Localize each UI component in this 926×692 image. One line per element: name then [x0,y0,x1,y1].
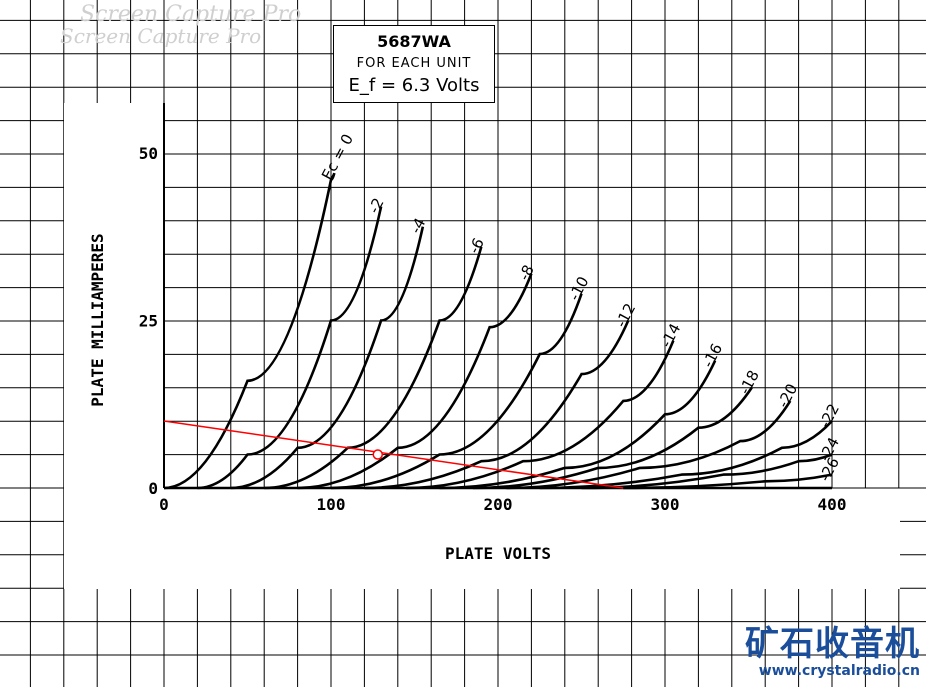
title-box: 5687WA FOR EACH UNIT E_f = 6.3 Volts [333,25,495,103]
y-tick-label: 0 [148,479,158,498]
x-tick-label: 400 [818,495,847,514]
logo-name: 矿石收音机 [745,624,920,664]
curve-minus-20 [506,400,792,490]
curve-minus-10 [330,293,583,490]
tick-labels: 0 100 200 300 400 0 25 50 [139,144,847,514]
unit-note: FOR EACH UNIT [356,56,472,71]
curve-minus-18 [472,386,753,490]
y-tick-label: 50 [139,144,158,163]
x-tick-label: 0 [159,495,169,514]
curve-minus-22 [539,420,833,490]
curve-minus-6 [264,246,483,490]
curve-minus-16 [439,360,717,490]
curve-minus-2 [197,206,383,490]
load-line-group [163,420,624,489]
curve-minus-26 [623,473,833,490]
y-tick-label: 25 [139,312,158,331]
curve-label: -6 [465,235,488,257]
curve-ec-0 [163,172,336,490]
curve-minus-12 [364,319,630,490]
curve-minus-4 [230,226,425,490]
curve-label: -2 [365,195,388,217]
watermark-text-2: Screen Capture Pro [60,24,261,48]
curve-minus-24 [581,453,833,490]
curve-label: -8 [515,262,538,284]
x-axis-label: PLATE VOLTS [445,544,551,563]
tube-type-title: 5687WA [377,32,451,51]
curve-label: -4 [406,215,429,237]
x-tick-label: 300 [651,495,680,514]
operating-point-marker [372,449,384,460]
curve-minus-8 [297,273,533,490]
watermark-line-2: Screen Capture Pro [60,24,262,48]
y-axis-label: PLATE MILLIAMPERES [88,233,107,406]
x-tick-label: 200 [484,495,513,514]
load-line [163,420,624,489]
logo-url: www.crystalradio.cn [758,663,920,679]
curve-group [163,172,833,490]
curve-minus-14 [406,340,675,490]
heater-voltage: E_f = 6.3 Volts [348,75,480,96]
watermark-line: Screen Capture Pro [80,2,302,27]
site-logo: 矿石收音机 www.crystalradio.cn [745,625,920,679]
x-tick-label: 100 [317,495,346,514]
